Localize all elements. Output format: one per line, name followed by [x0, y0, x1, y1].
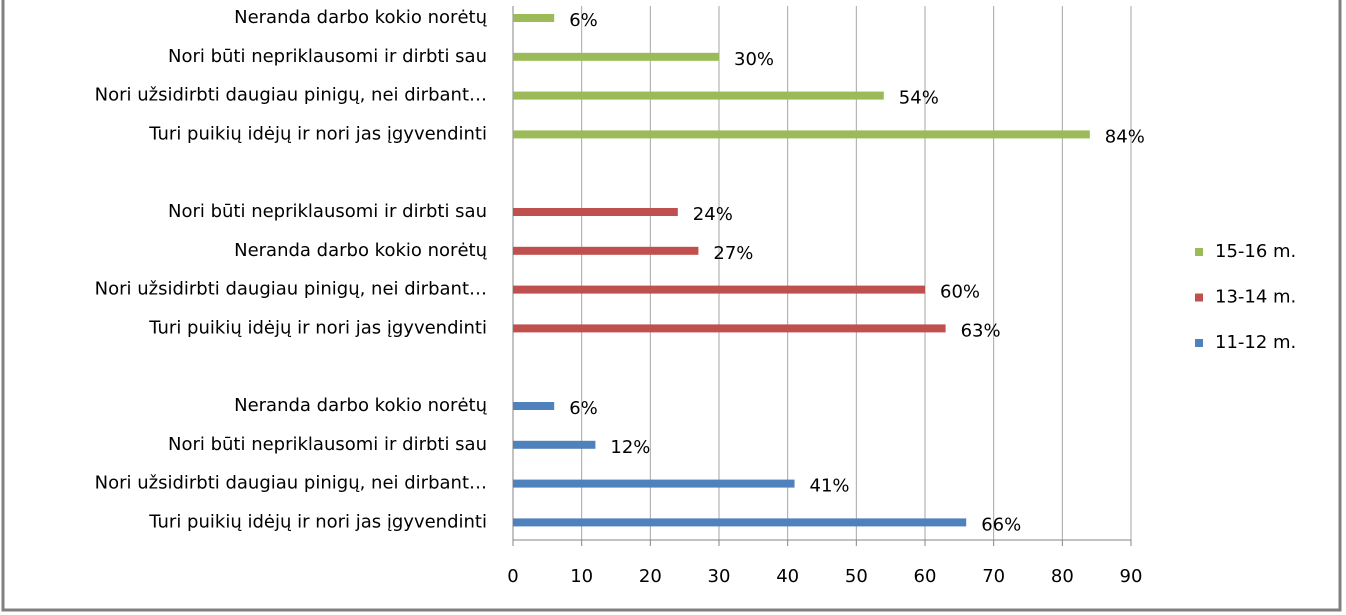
value-label: 84% [1105, 126, 1145, 147]
bar [513, 440, 596, 449]
category-label: Neranda darbo kokio norėtų [234, 240, 487, 261]
x-tick-label: 70 [982, 566, 1005, 587]
value-label: 24% [693, 204, 733, 225]
bar [513, 402, 555, 410]
x-tick-label: 90 [1120, 566, 1143, 587]
value-label: 6% [569, 398, 598, 419]
legend-label: 13-14 m. [1215, 287, 1296, 308]
category-label: Neranda darbo kokio norėtų [234, 7, 487, 28]
bar [513, 285, 925, 294]
category-label: Nori būti nepriklausomi ir dirbti sau [168, 201, 487, 222]
category-label: Turi puikių idėjų ir nori jas įgyvendint… [148, 317, 487, 338]
bar [513, 14, 555, 22]
legend-swatch [1195, 248, 1203, 256]
legend-swatch [1195, 293, 1203, 302]
value-label: 66% [981, 514, 1021, 535]
category-label: Nori būti nepriklausomi ir dirbti sau [168, 434, 487, 455]
category-label: Turi puikių idėjų ir nori jas įgyvendint… [148, 123, 487, 144]
value-label: 6% [569, 10, 598, 31]
value-label: 63% [961, 320, 1001, 341]
category-label: Nori būti nepriklausomi ir dirbti sau [168, 46, 487, 67]
x-tick-label: 40 [776, 566, 799, 587]
x-tick-label: 20 [639, 566, 662, 587]
x-tick-label: 30 [708, 566, 731, 587]
legend-label: 15-16 m. [1215, 241, 1296, 262]
category-label: Neranda darbo kokio norėtų [234, 395, 487, 416]
category-label: Nori užsidirbti daugiau pinigų, nei dirb… [95, 473, 487, 494]
bar [513, 52, 719, 61]
category-label: Nori užsidirbti daugiau pinigų, nei dirb… [95, 279, 487, 300]
x-tick-label: 50 [845, 566, 868, 587]
bar [513, 518, 967, 527]
value-label: 30% [734, 49, 774, 70]
legend-label: 11-12 m. [1215, 332, 1296, 353]
x-tick-label: 60 [914, 566, 937, 587]
x-tick-label: 0 [507, 566, 518, 587]
x-tick-label: 80 [1051, 566, 1074, 587]
bar [513, 208, 678, 216]
value-label: 54% [899, 88, 939, 109]
legend-swatch [1195, 339, 1203, 347]
bar [513, 324, 946, 333]
category-label: Turi puikių idėjų ir nori jas įgyvendint… [148, 511, 487, 532]
value-label: 12% [610, 437, 650, 458]
x-tick-label: 10 [570, 566, 593, 587]
value-label: 27% [713, 243, 753, 264]
value-label: 41% [810, 476, 850, 497]
bar [513, 91, 884, 100]
bar [513, 479, 795, 488]
bar [513, 130, 1090, 139]
value-label: 60% [940, 282, 980, 303]
bar [513, 246, 699, 255]
category-label: Nori užsidirbti daugiau pinigų, nei dirb… [95, 85, 487, 106]
